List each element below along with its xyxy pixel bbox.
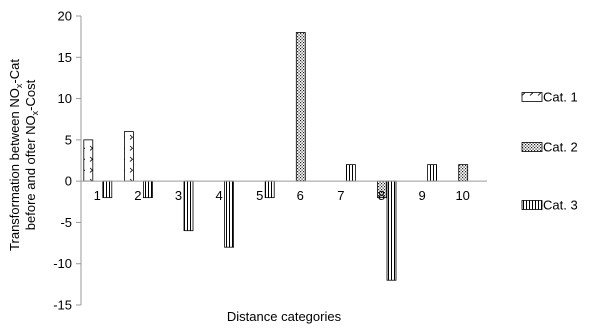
x-tick-label: 5: [256, 188, 263, 203]
x-tick-label: 1: [94, 188, 101, 203]
y-axis-title-line-2-suffix: -Cost: [23, 79, 38, 110]
legend-label: Cat. 1: [543, 90, 578, 105]
x-tick-label: 6: [297, 188, 304, 203]
bar-cat-3-category-9: [427, 164, 438, 182]
x-axis-title: Distance categories: [227, 309, 342, 324]
axes: -15 -10 -5 0 5 10 15 20: [53, 9, 82, 313]
x-tick-label: 3: [175, 188, 182, 203]
legend: Cat. 1 Cat. 2 Cat. 3: [521, 90, 578, 213]
legend-swatch: [521, 200, 543, 210]
x-tick-label: 9: [418, 188, 425, 203]
y-tick-label: 15: [58, 50, 72, 65]
bar-cat-1-category-2: [124, 131, 134, 182]
y-tick-label: 20: [58, 9, 72, 24]
bar-cat-3-category-2: [142, 180, 153, 199]
x-tick-label: 7: [337, 188, 344, 203]
y-axis-title-line-2-prefix: before and ofter NO: [23, 115, 38, 230]
bar-cat-1-category-1: [83, 139, 94, 182]
x-tick-label: 10: [455, 188, 469, 203]
bar-cat-3-category-3: [183, 180, 194, 232]
y-axis-title-line-1-suffix: -Cat: [7, 59, 22, 84]
bar-cat-3-category-8: [386, 180, 397, 281]
y-tick-label: 5: [65, 132, 72, 147]
y-axis-title-line-2-subscript: x: [30, 110, 40, 115]
legend-label: Cat. 3: [543, 198, 578, 213]
y-axis-title-line-1-subscript: x: [14, 83, 24, 88]
legend-swatch: [521, 142, 543, 152]
x-tick-label: 2: [134, 188, 141, 203]
bar-cat-2-category-6: [295, 32, 306, 182]
y-tick-label: -15: [53, 298, 72, 313]
x-axis-tick-labels: 1 2 3 4 5 6 7 8 9 10: [94, 188, 470, 203]
y-axis-tick-labels: -15 -10 -5 0 5 10 15 20: [53, 9, 72, 313]
y-tick-label: 10: [58, 91, 72, 106]
legend-label: Cat. 2: [543, 140, 578, 155]
bar-cat-3-category-7: [345, 164, 356, 182]
y-tick-label: -5: [60, 215, 72, 230]
y-tick-label: 0: [65, 174, 72, 189]
bar-cat-2-category-10: [458, 164, 469, 182]
bar-cat-3-category-1: [102, 180, 113, 199]
y-axis-title-line-1: Transformation between NOx-Cat: [7, 59, 24, 251]
y-axis-title: Transformation between NOx-Cat before an…: [7, 59, 40, 251]
bars: [83, 32, 469, 281]
bar-cat-3-category-4: [224, 180, 235, 248]
y-axis-title-line-1-prefix: Transformation between NO: [7, 88, 22, 251]
legend-swatch: [521, 92, 543, 102]
bar-cat-3-category-5: [264, 180, 275, 199]
x-tick-label: 8: [378, 188, 385, 203]
y-axis-ticks: [76, 15, 81, 306]
y-tick-label: -10: [53, 256, 72, 271]
x-tick-label: 4: [215, 188, 222, 203]
y-axis-title-line-2: before and ofter NOx-Cost: [23, 79, 40, 230]
